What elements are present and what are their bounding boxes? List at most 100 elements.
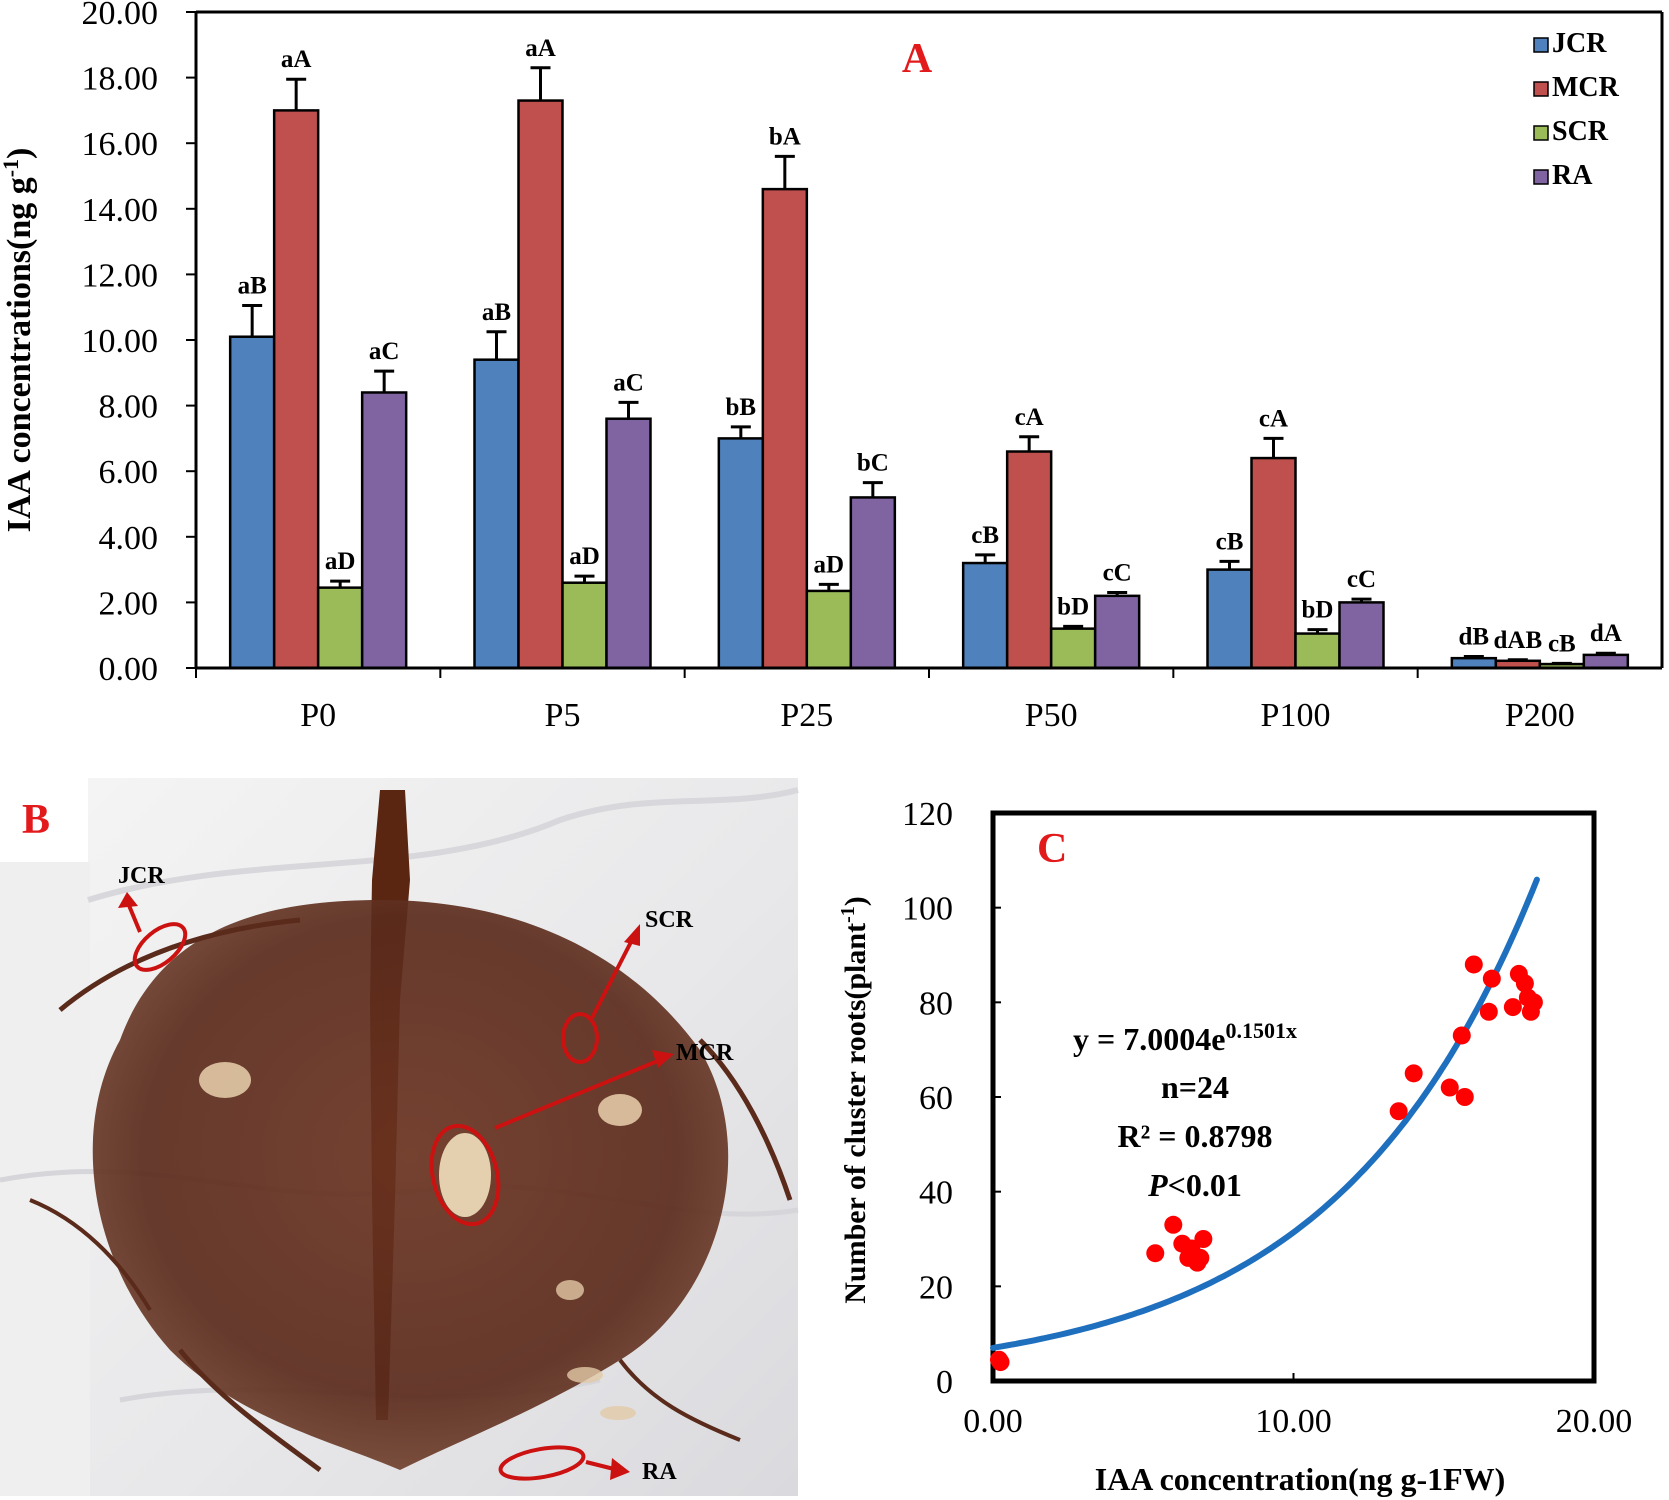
y-tick-label: 12.00 (82, 257, 159, 294)
sample-size: n=24 (1161, 1069, 1229, 1105)
scr-arrowhead (624, 924, 640, 946)
data-point (1464, 955, 1483, 974)
data-point (1404, 1064, 1423, 1083)
bar-ra (1338, 601, 1385, 670)
legend-label-mcr: MCR (1552, 72, 1620, 103)
jcr-arrowhead (118, 892, 138, 908)
y-tick-label: 60 (919, 1080, 953, 1117)
x-tick-label: 20.00 (1556, 1403, 1633, 1440)
significance-label: dB (1459, 624, 1490, 651)
legend-label-jcr: JCR (1552, 28, 1607, 59)
y-tick-label: 20.00 (82, 0, 159, 32)
exponential-fit-curve (990, 876, 1540, 1351)
significance-label: cA (1259, 405, 1288, 432)
data-point (1482, 969, 1501, 988)
light-cluster-root (199, 1062, 251, 1098)
mcr-arrowhead (652, 1050, 674, 1068)
bar-jcr (961, 561, 1009, 670)
bar-jcr (228, 335, 276, 670)
y-axis-title: IAA concentrations(ng g-1) (0, 148, 38, 533)
ra-arrowhead (610, 1458, 630, 1480)
significance-label: dA (1590, 620, 1622, 647)
bar-ra (360, 391, 408, 670)
bar-mcr (1250, 456, 1297, 670)
bar-mcr (761, 187, 809, 670)
significance-label: cC (1347, 566, 1376, 593)
significance-label: aC (369, 338, 400, 365)
data-point (1503, 998, 1522, 1017)
bar-jcr (473, 358, 520, 670)
bar-ra (1582, 653, 1630, 670)
ra-label: RA (642, 1459, 677, 1485)
p-value: P<0.01 (1147, 1167, 1242, 1203)
y-tick-label: 8.00 (99, 389, 159, 426)
lateral-root (618, 1358, 741, 1442)
y-tick-label: 14.00 (82, 192, 159, 229)
bar-ra (849, 496, 897, 670)
significance-label: dAB (1494, 627, 1543, 654)
y-tick-label: 10.00 (82, 323, 159, 360)
significance-label: bA (769, 123, 801, 150)
data-point (1515, 974, 1534, 993)
significance-label: aD (325, 548, 356, 575)
bar-mcr (1005, 450, 1053, 670)
x-tick-label: P200 (1505, 697, 1575, 734)
bar-scr (561, 581, 608, 670)
y-tick-label: 18.00 (82, 61, 159, 98)
significance-label: aB (482, 299, 511, 326)
significance-label: bD (1302, 597, 1334, 624)
root-mass (92, 900, 729, 1470)
significance-label: cA (1015, 404, 1044, 431)
bar-scr (316, 586, 364, 670)
bar-jcr (717, 437, 765, 670)
bar-scr (805, 589, 853, 670)
mcr-marker (429, 1123, 501, 1227)
data-point (1146, 1244, 1165, 1263)
scr-label: SCR (645, 907, 694, 933)
light-cluster-root (556, 1280, 584, 1300)
x-tick-label: P25 (780, 697, 833, 734)
data-point (1194, 1230, 1213, 1248)
fit-equation: y = 7.0004e0.1501x (1073, 1018, 1297, 1057)
y-tick-label: 20 (919, 1269, 953, 1306)
x-tick-label: 0.00 (963, 1403, 1023, 1440)
data-point (1191, 1248, 1210, 1267)
significance-label: cB (971, 522, 999, 549)
significance-label: cC (1103, 560, 1132, 587)
jcr-arrow (126, 902, 142, 933)
scr-marker (561, 1012, 599, 1064)
panel-a-title: A (902, 36, 933, 82)
x-tick-label: P100 (1261, 697, 1331, 734)
x-axis-ticks: P0 P5 P25 P50 P100 P200 (195, 668, 1575, 734)
legend-swatch-scr (1533, 125, 1549, 141)
y-tick-label: 120 (902, 796, 953, 833)
y-tick-label: 4.00 (99, 520, 159, 557)
bar-scr (1294, 632, 1341, 670)
plot-frame (990, 810, 1597, 1384)
data-point (991, 1353, 1010, 1372)
x-axis-ticks: 0.00 10.00 20.00 (963, 1373, 1632, 1440)
scr-arrow (590, 939, 634, 1019)
legend-label-scr: SCR (1552, 116, 1609, 147)
y-tick-label: 2.00 (99, 585, 159, 622)
significance-label: aD (814, 551, 845, 578)
ra-marker (498, 1445, 586, 1481)
data-point (1389, 1102, 1408, 1121)
y-tick-label: 6.00 (99, 454, 159, 491)
panel-b-title: B (22, 797, 50, 843)
y-tick-label: 0.00 (99, 651, 159, 688)
data-point (1164, 1215, 1183, 1234)
paper-fold (87, 787, 799, 903)
bar-ra (605, 417, 652, 670)
y-axis-title: Number of cluster roots(plant-1) (837, 896, 872, 1304)
x-tick-label: 10.00 (1255, 1403, 1332, 1440)
data-point (1455, 1088, 1474, 1106)
significance-label: aB (238, 273, 267, 300)
significance-label: bC (857, 450, 889, 477)
legend: JCR MCR SCR RA (1533, 28, 1620, 191)
lateral-root (178, 1348, 322, 1473)
y-tick-label: 40 (919, 1175, 953, 1212)
significance-label: aD (569, 543, 600, 570)
panel-c-title: C (1037, 826, 1067, 872)
